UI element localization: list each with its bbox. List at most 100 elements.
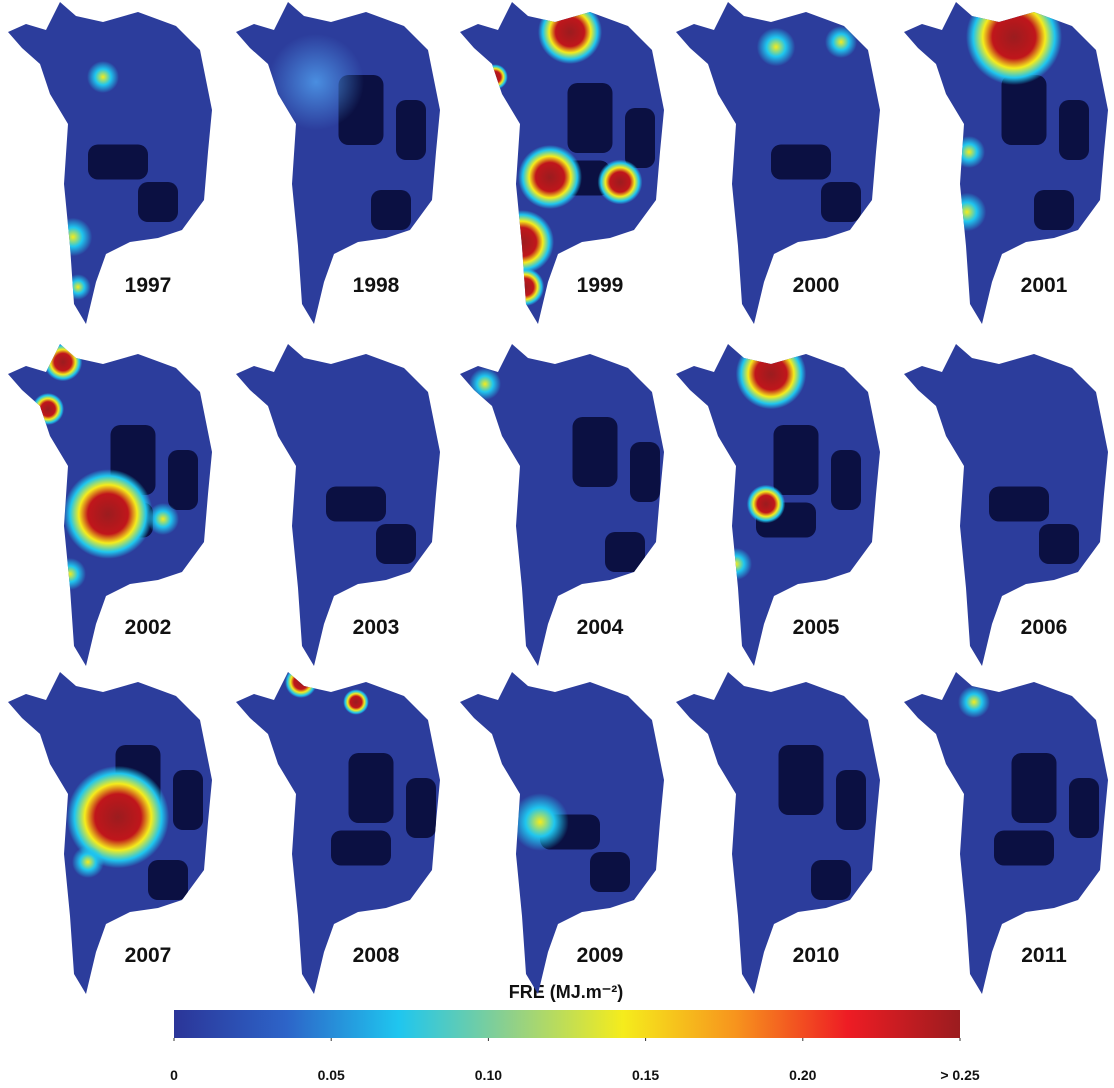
map-panel: 2007 bbox=[8, 672, 212, 994]
hotspot bbox=[65, 274, 91, 300]
low-area bbox=[168, 450, 198, 510]
low-area bbox=[630, 442, 660, 502]
low-area bbox=[625, 108, 655, 168]
hotspot bbox=[63, 469, 153, 559]
hotspot bbox=[505, 267, 545, 307]
year-label: 2010 bbox=[793, 944, 840, 967]
hotspot bbox=[597, 159, 643, 205]
map-panel: 2004 bbox=[460, 344, 664, 666]
hotspot bbox=[720, 548, 752, 580]
map-panel: 2003 bbox=[236, 344, 440, 666]
low-area bbox=[994, 830, 1054, 866]
map-panel: 2005 bbox=[676, 344, 880, 666]
colorbar-tick-label: 0 bbox=[170, 1067, 178, 1083]
hotspot bbox=[87, 61, 119, 93]
low-area bbox=[1001, 75, 1047, 145]
year-label: 1999 bbox=[577, 274, 624, 297]
colorbar-tick-label: 0.20 bbox=[789, 1067, 816, 1083]
year-label: 2003 bbox=[353, 616, 400, 639]
hotspot bbox=[746, 484, 786, 524]
low-area bbox=[138, 182, 178, 222]
hotspot bbox=[735, 344, 807, 410]
low-area bbox=[989, 486, 1049, 522]
low-area bbox=[831, 450, 861, 510]
hotspot bbox=[947, 192, 987, 232]
colorbar-tick-label: 0.10 bbox=[475, 1067, 502, 1083]
low-area bbox=[1059, 100, 1089, 160]
colorbar-tick-label: > 0.25 bbox=[940, 1067, 980, 1083]
low-area bbox=[173, 770, 203, 830]
low-area bbox=[371, 190, 411, 230]
low-area bbox=[148, 860, 188, 900]
hotspot bbox=[490, 210, 554, 274]
year-label: 2008 bbox=[353, 944, 400, 967]
low-area bbox=[836, 770, 866, 830]
hotspot bbox=[958, 686, 990, 718]
low-area bbox=[88, 144, 148, 180]
hotspot bbox=[54, 558, 86, 590]
map-panel: 2008 bbox=[236, 672, 440, 994]
hotspot bbox=[343, 689, 369, 715]
colorbar-tick-label: 0.15 bbox=[632, 1067, 659, 1083]
low-area bbox=[590, 852, 630, 892]
year-label: 2004 bbox=[577, 616, 624, 639]
year-label: 2006 bbox=[1021, 616, 1068, 639]
hotspot bbox=[511, 793, 569, 851]
colorbar bbox=[174, 1010, 960, 1038]
hotspot bbox=[953, 136, 985, 168]
hotspot bbox=[825, 26, 857, 58]
low-area bbox=[1034, 190, 1074, 230]
low-area bbox=[348, 753, 394, 823]
low-area bbox=[572, 417, 618, 487]
low-area bbox=[605, 532, 645, 572]
year-label: 2005 bbox=[793, 616, 840, 639]
map-panel: 1999 bbox=[460, 2, 664, 324]
low-area bbox=[326, 486, 386, 522]
hotspot bbox=[43, 344, 83, 382]
year-label: 2001 bbox=[1021, 274, 1068, 297]
low-area bbox=[773, 425, 819, 495]
map-panel: 2011 bbox=[904, 672, 1108, 994]
year-label: 2009 bbox=[577, 944, 624, 967]
hotspot bbox=[72, 846, 104, 878]
hotspot bbox=[66, 765, 170, 869]
year-label: 1998 bbox=[353, 274, 400, 297]
low-area bbox=[1069, 778, 1099, 838]
year-label: 2002 bbox=[125, 616, 172, 639]
map-panel: 2001 bbox=[904, 2, 1108, 324]
low-area bbox=[778, 745, 824, 815]
map-panel: 2010 bbox=[676, 672, 880, 994]
map-panel: 1997 bbox=[8, 2, 212, 324]
map-panel: 2000 bbox=[676, 2, 880, 324]
year-label: 2011 bbox=[1021, 944, 1067, 967]
region-shape bbox=[676, 672, 880, 994]
hotspot bbox=[268, 34, 364, 130]
hotspot bbox=[482, 64, 508, 90]
low-area bbox=[567, 83, 613, 153]
low-area bbox=[396, 100, 426, 160]
year-label: 2007 bbox=[125, 944, 172, 967]
hotspot bbox=[469, 368, 501, 400]
colorbar-title: FRE (MJ.m⁻²) bbox=[509, 982, 624, 1002]
year-label: 1997 bbox=[125, 274, 172, 297]
year-label: 2000 bbox=[793, 274, 840, 297]
low-area bbox=[811, 860, 851, 900]
hotspot bbox=[518, 145, 582, 209]
hotspot bbox=[32, 393, 64, 425]
map-panel: 2009 bbox=[460, 672, 664, 994]
map-panel: 2006 bbox=[904, 344, 1108, 666]
low-area bbox=[1011, 753, 1057, 823]
map-panel: 1998 bbox=[236, 2, 440, 324]
low-area bbox=[821, 182, 861, 222]
hotspot bbox=[147, 503, 179, 535]
colorbar-tick-label: 0.05 bbox=[318, 1067, 345, 1083]
hotspot bbox=[285, 672, 317, 698]
low-area bbox=[376, 524, 416, 564]
hotspot bbox=[756, 27, 796, 67]
low-area bbox=[406, 778, 436, 838]
hotspot bbox=[53, 217, 93, 257]
low-area bbox=[1039, 524, 1079, 564]
low-area bbox=[771, 144, 831, 180]
hotspot bbox=[538, 2, 602, 64]
